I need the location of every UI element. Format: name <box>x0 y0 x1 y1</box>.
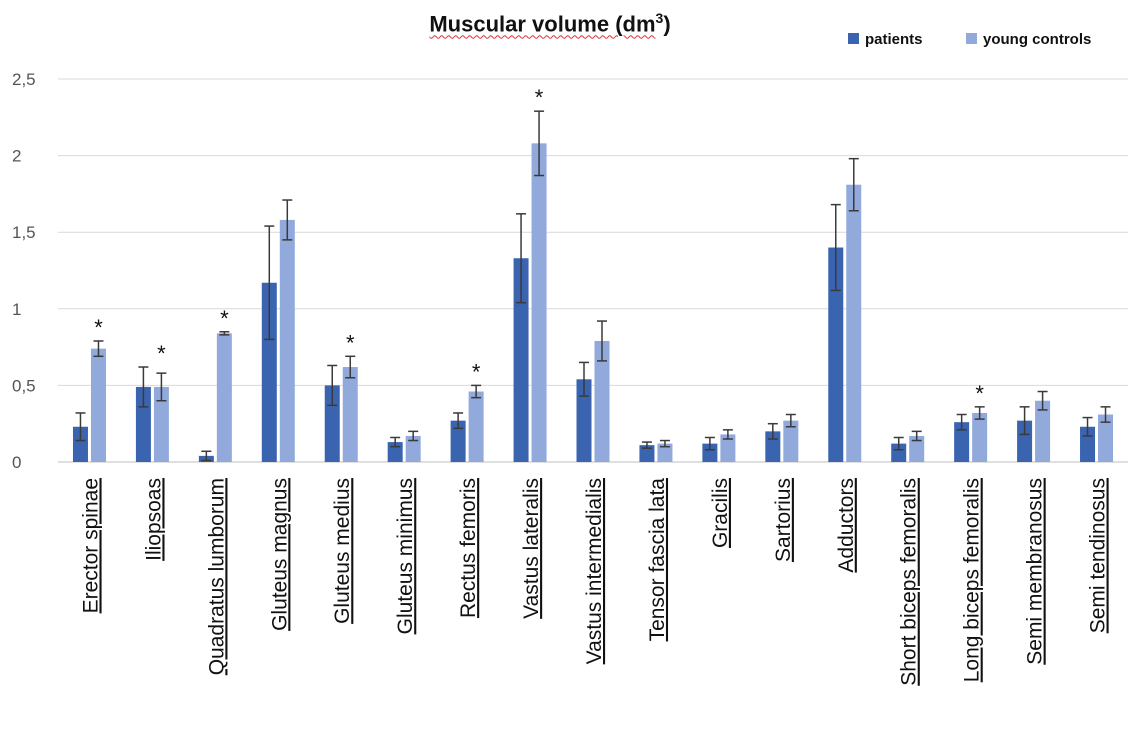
chart-title-text: Muscular volume (dm <box>429 11 656 37</box>
chart-title-superscript: 3 <box>655 10 664 26</box>
bar-young-controls <box>90 348 106 462</box>
chart-title: Muscular volume (dm3) <box>0 10 1100 37</box>
bar-patients <box>324 385 340 462</box>
category-label: Sartorius <box>772 478 795 562</box>
bar-young-controls <box>405 435 421 462</box>
bar-patients <box>702 443 718 462</box>
bar-young-controls <box>909 435 925 462</box>
gridlines <box>58 78 1128 463</box>
bar-young-controls <box>972 412 988 462</box>
significance-star: * <box>94 315 103 340</box>
significance-star: * <box>346 330 355 355</box>
category-label: Rectus femoris <box>457 478 480 618</box>
bar-young-controls <box>720 434 736 462</box>
bar-patients <box>828 247 844 462</box>
category-label: Adductors <box>835 478 858 573</box>
bar-patients <box>891 443 907 462</box>
bar-patients <box>450 420 466 462</box>
category-label: Iliopsoas <box>142 478 165 561</box>
chart-title-suffix: ) <box>663 11 671 37</box>
bar-young-controls <box>1035 400 1051 462</box>
bar-patients <box>261 282 277 462</box>
category-label: Vastus lateralis <box>520 478 543 619</box>
legend-swatch-patients <box>848 33 859 44</box>
bar-young-controls <box>468 391 484 462</box>
y-tick-label: 1 <box>12 300 21 319</box>
y-tick-label: 2,5 <box>12 70 36 89</box>
bar-patients <box>135 386 151 462</box>
bars <box>72 143 1114 462</box>
bar-patients <box>72 426 88 462</box>
category-label: Gracilis <box>709 478 732 548</box>
bar-young-controls <box>153 386 169 462</box>
significance-star: * <box>535 85 544 110</box>
y-tick-label: 0,5 <box>12 376 36 395</box>
bar-young-controls <box>279 219 295 462</box>
legend-label-patients: patients <box>865 31 923 48</box>
category-label: Semi membranosus <box>1024 478 1047 665</box>
category-label: Semi tendinosus <box>1087 478 1110 633</box>
legend: patients young controls <box>848 31 1091 48</box>
category-label: Short biceps femoralis <box>898 478 921 686</box>
category-label: Erector spinae <box>79 478 102 613</box>
y-axis-ticks: 0 0,5 1 1,5 2 2,5 <box>12 70 36 472</box>
category-labels: Erector spinae Iliopsoas Quadratus lumboru… <box>79 478 1109 686</box>
bar-young-controls <box>783 420 799 462</box>
error-bars <box>75 110 1111 462</box>
bar-young-controls <box>1098 414 1114 462</box>
bar-young-controls <box>342 367 358 462</box>
category-label: Gluteus medius <box>331 478 354 624</box>
significance-markers: * * * * * * * <box>94 85 984 406</box>
legend-label-young-controls: young controls <box>983 31 1091 48</box>
category-label: Vastus intermedialis <box>583 478 606 664</box>
bar-young-controls <box>216 333 232 462</box>
bar-young-controls <box>657 443 673 462</box>
significance-star: * <box>157 341 166 366</box>
bar-young-controls <box>594 340 610 462</box>
bar-young-controls <box>846 184 862 462</box>
category-label: Quadratus lumborum <box>205 478 228 675</box>
significance-star: * <box>472 359 481 384</box>
category-label: Long biceps femoralis <box>961 478 984 682</box>
bar-patients <box>954 422 970 462</box>
y-tick-label: 2 <box>12 147 21 166</box>
bar-young-controls <box>531 143 547 462</box>
category-label: Gluteus magnus <box>268 478 291 631</box>
category-label: Tensor fascia lata <box>646 478 669 642</box>
bar-patients <box>1017 420 1033 462</box>
bar-patients <box>576 379 592 462</box>
significance-star: * <box>220 306 229 331</box>
legend-swatch-young-controls <box>966 33 977 44</box>
bar-patients <box>513 258 529 462</box>
y-tick-label: 0 <box>12 453 21 472</box>
significance-star: * <box>975 381 984 406</box>
y-tick-label: 1,5 <box>12 223 36 242</box>
bar-patients <box>639 445 655 462</box>
category-label: Gluteus minimus <box>394 478 417 634</box>
